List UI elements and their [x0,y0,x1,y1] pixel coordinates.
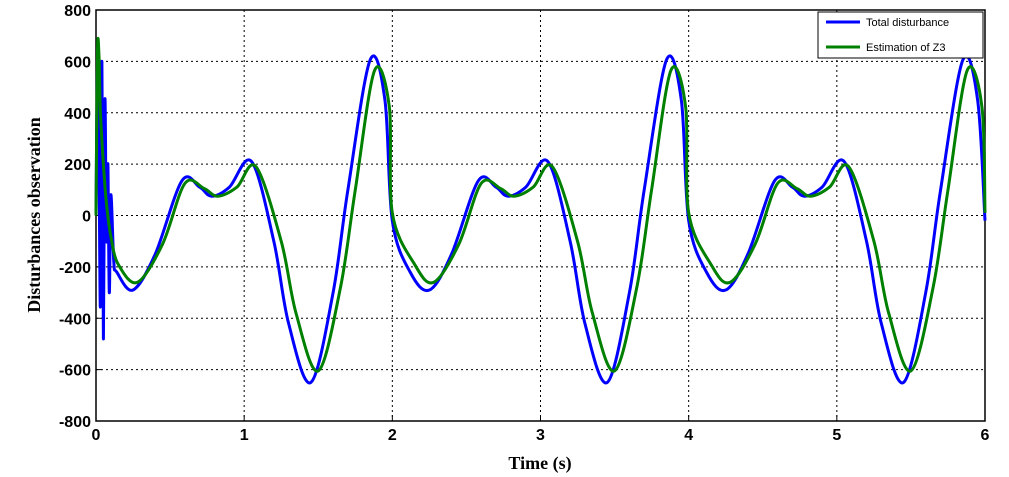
x-tick-label: 0 [92,427,101,444]
x-tick-label: 6 [981,427,990,444]
y-tick-label: -200 [59,260,91,277]
legend-box [817,11,984,59]
series-group [94,36,987,385]
x-axis-label: Time (s) [508,453,571,474]
series-line-total-disturbance [94,54,987,385]
series-line-estimation-z3 [94,36,987,373]
legend: Total disturbance Estimation of Z3 [817,11,984,59]
legend-label-estimation: Estimation of Z3 [866,42,945,54]
y-tick-label: 800 [64,3,91,20]
x-ticks: 0 1 2 3 4 5 6 [92,415,990,444]
y-tick-label: -800 [59,414,91,431]
y-axis-label: Disturbances observation [24,117,44,313]
y-tick-label: 0 [82,209,91,226]
y-ticks: -800 -600 -400 -200 0 200 400 600 800 [59,3,102,431]
x-tick-label: 5 [832,427,841,444]
y-tick-label: 200 [64,157,91,174]
x-tick-label: 3 [536,427,545,444]
y-tick-label: 400 [64,106,91,123]
y-tick-label: -400 [59,311,91,328]
x-tick-label: 2 [388,427,397,444]
y-tick-label: -600 [59,363,91,380]
x-tick-label: 1 [240,427,249,444]
y-tick-label: 600 [64,54,91,71]
legend-label-total: Total disturbance [866,17,949,29]
x-tick-label: 4 [684,427,693,444]
